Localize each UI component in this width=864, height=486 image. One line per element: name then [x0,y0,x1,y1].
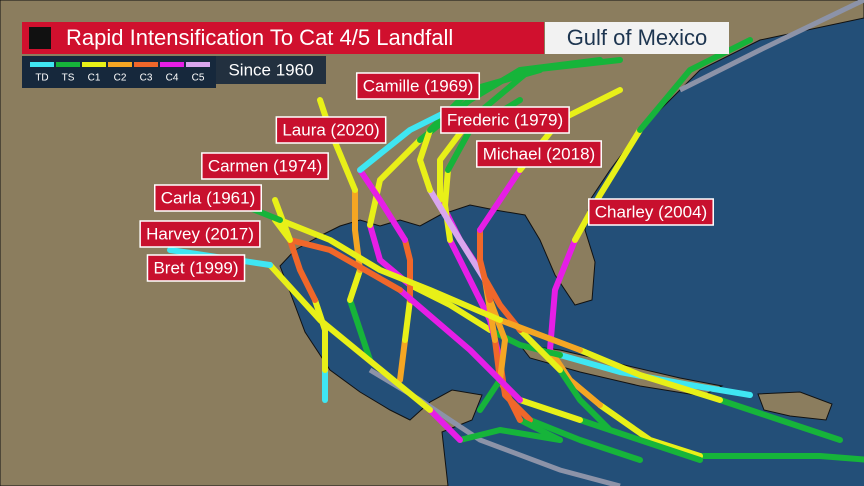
track-segment [557,367,613,433]
storm-label: Carla (1961) [154,184,262,212]
subtitle: Since 1960 [228,60,313,79]
storm-name: Carmen (1974) [208,156,322,175]
grey-track [678,0,864,93]
storm-label-box [154,184,262,212]
track-segment [367,137,423,228]
storm-label: Harvey (2017) [139,220,261,248]
storm-label-box [440,106,570,134]
legend-label: C3 [140,73,153,84]
track-segment [267,262,433,413]
storm-label-box [146,254,246,282]
storm-label: Laura (2020) [275,116,387,144]
storm-name: Michael (2018) [483,144,595,163]
storm-name: Carla (1961) [161,188,256,207]
track-segment [402,297,413,343]
track-segment [477,377,503,413]
legend: TD TS C1 C2 C3 C4 C5 [30,62,210,84]
storm-name: Camille (1969) [363,76,474,95]
title: Rapid Intensification To Cat 4/5 Landfal… [66,25,453,50]
legend-label: C4 [166,73,179,84]
storm-label-box [139,220,261,248]
track-segment [397,337,408,383]
track-segment [312,297,328,373]
legend-label: C1 [88,73,101,84]
track-segment [527,417,643,463]
storm-label: Bret (1999) [146,254,246,282]
legend-swatch [56,62,80,67]
track-segment [427,407,463,443]
storm-labels: Camille (1969) Laura (2020) Frederic (1979… [139,72,714,282]
track-segment [347,297,373,363]
track-segment [697,453,864,463]
legend-label: C2 [114,73,127,84]
track-segment [497,317,583,353]
track-segment [287,237,403,293]
track-segment [577,347,723,403]
region: Gulf of Mexico [567,25,708,50]
storm-label-box [476,140,602,168]
track-segment [347,267,363,303]
legend-label: TD [35,73,48,84]
track-segment [407,282,493,333]
tracks [167,0,864,486]
storm-label: Camille (1969) [355,72,481,100]
track-segment [287,237,318,303]
legend-swatch [82,62,106,67]
storm-label: Charley (2004) [588,198,714,226]
track-segment [417,127,433,193]
title-box [22,22,544,54]
track-segment [717,397,843,443]
track-segment [572,127,643,243]
track-segment [517,397,583,423]
storm-name: Bret (1999) [153,258,238,277]
track-segment [277,217,503,323]
track-segment [357,167,408,243]
storm-label: Frederic (1979) [440,106,570,134]
track-segment [547,237,578,353]
legend-swatch [186,62,210,67]
legend-box [22,56,216,88]
storm-label-box [355,72,481,100]
storm-name: Frederic (1979) [447,110,563,129]
track-segment [477,227,493,303]
region-box [545,22,729,54]
storm-name: Harvey (2017) [146,224,254,243]
header: Rapid Intensification To Cat 4/5 Landfal… [22,22,729,88]
storm-label: Michael (2018) [476,140,602,168]
track-segment [597,402,703,459]
subtitle-box [216,56,326,84]
legend-label: C5 [192,73,205,84]
track-segment [517,327,563,373]
legend-swatch [160,62,184,67]
track-segment [442,167,453,243]
track-segment [457,427,563,443]
track-segment [577,417,703,463]
storm-label-box [201,152,329,180]
hispaniola [757,391,833,421]
storm-name: Laura (2020) [282,120,379,139]
storm-name: Charley (2004) [595,202,707,221]
legend-swatch [134,62,158,67]
legend-swatch [30,62,54,67]
storm-label-box [588,198,714,226]
storm-label-box [275,116,387,144]
track-segment [357,107,453,173]
track-segment [397,287,523,403]
logo [29,27,51,49]
legend-label: TS [62,73,75,84]
storm-label: Carmen (1974) [201,152,329,180]
track-segment [402,237,413,303]
track-segment [487,297,508,383]
track-segment [427,187,488,283]
track-segment [637,37,753,133]
track-segment [477,167,523,233]
legend-swatch [108,62,132,67]
